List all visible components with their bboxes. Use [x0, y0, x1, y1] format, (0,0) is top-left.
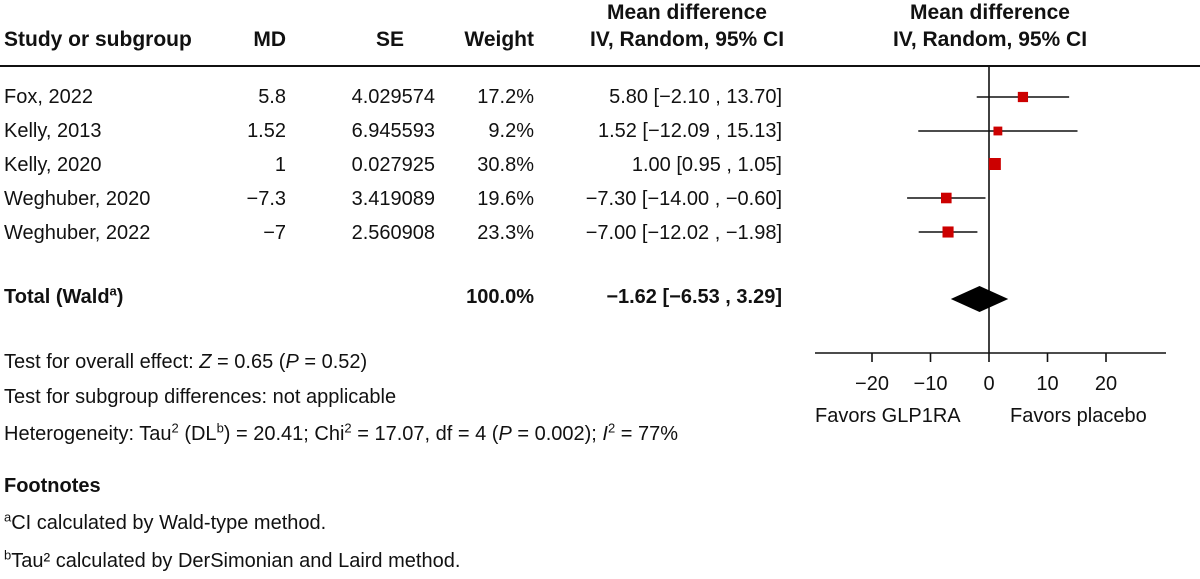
study-se: 3.419089 [351, 188, 435, 210]
study-column-header: Study or subgroup [4, 28, 192, 51]
study-se: 0.027925 [351, 154, 435, 176]
plot-header-line1: Mean difference [910, 1, 1070, 24]
x-tick-label: 20 [1095, 373, 1117, 395]
footnotes-title: Footnotes [4, 475, 101, 497]
study-se: 4.029574 [351, 86, 435, 108]
total-label: Total (Walda) [4, 283, 124, 308]
study-ci: 5.80 [−2.10 , 13.70] [609, 86, 782, 108]
study-ci: 1.52 [−12.09 , 15.13] [597, 120, 782, 142]
study-se: 2.560908 [351, 222, 435, 244]
se-column-header: SE [375, 28, 404, 51]
study-name: Weghuber, 2020 [4, 188, 151, 210]
study-name: Kelly, 2013 [4, 120, 102, 142]
study-name: Kelly, 2020 [4, 154, 102, 176]
study-point-marker [941, 192, 952, 204]
total-weight: 100.0% [466, 286, 534, 308]
weight-column-header: Weight [464, 28, 534, 51]
favors-right-label: Favors placebo [1010, 405, 1147, 427]
study-point-marker [988, 158, 1001, 170]
study-weight: 9.2% [488, 120, 534, 142]
study-ci: 1.00 [0.95 , 1.05] [631, 154, 782, 176]
overall-effect-test: Test for overall effect: Z = 0.65 (P = 0… [4, 351, 368, 373]
study-md: −7.3 [246, 188, 286, 210]
header-divider [0, 65, 1200, 67]
study-point-marker [993, 126, 1003, 136]
study-md: 1.52 [247, 120, 286, 142]
study-se: 6.945593 [351, 120, 435, 142]
x-tick-label: −20 [855, 373, 889, 395]
ci-column-header-line1: Mean difference [607, 1, 767, 24]
pooled-effect-diamond [950, 286, 1009, 312]
x-tick-label: 0 [983, 373, 994, 395]
footnote-a: aCI calculated by Wald-type method. [4, 509, 327, 534]
study-ci: −7.00 [−12.02 , −1.98] [585, 222, 782, 244]
study-weight: 19.6% [477, 188, 534, 210]
study-md: 5.8 [258, 86, 286, 108]
md-column-header: MD [253, 28, 286, 51]
favors-left-label: Favors GLP1RA [815, 405, 961, 427]
study-weight: 30.8% [477, 154, 534, 176]
study-ci: −7.30 [−14.00 , −0.60] [585, 188, 782, 210]
footnote-b: bTau² calculated by DerSimonian and Lair… [4, 547, 461, 572]
ci-column-header-line2: IV, Random, 95% CI [589, 28, 785, 51]
heterogeneity-stats: Heterogeneity: Tau2 (DLb) = 20.41; Chi2 … [4, 420, 679, 445]
study-md: −7 [263, 222, 286, 244]
study-md: 1 [274, 154, 286, 176]
study-name: Fox, 2022 [4, 86, 93, 108]
plot-header-line2: IV, Random, 95% CI [892, 28, 1088, 51]
study-point-marker [942, 226, 954, 238]
study-weight: 17.2% [477, 86, 534, 108]
study-weight: 23.3% [477, 222, 534, 244]
study-point-marker [1017, 91, 1029, 103]
x-tick-label: 10 [1036, 373, 1058, 395]
x-tick-label: −10 [914, 373, 948, 395]
subgroup-test: Test for subgroup differences: not appli… [4, 386, 397, 408]
study-name: Weghuber, 2022 [4, 222, 151, 244]
total-ci: −1.62 [−6.53 , 3.29] [606, 286, 782, 308]
